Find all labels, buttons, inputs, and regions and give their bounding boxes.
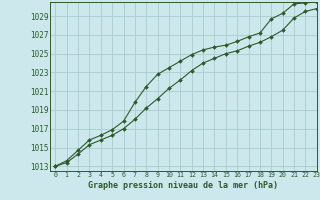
X-axis label: Graphe pression niveau de la mer (hPa): Graphe pression niveau de la mer (hPa) (88, 181, 278, 190)
